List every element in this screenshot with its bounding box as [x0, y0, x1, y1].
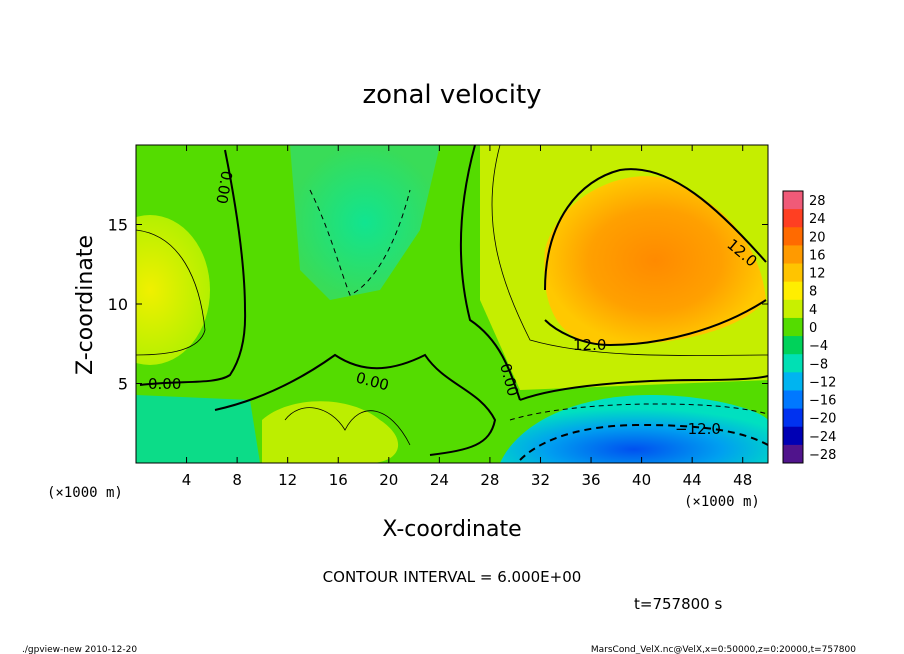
x-tick-label: 8 — [232, 471, 242, 489]
contour-zero-mid — [459, 145, 521, 401]
colorbar-label: −20 — [809, 412, 836, 427]
colorbar-swatch — [783, 209, 803, 228]
x-tick-label: 44 — [683, 471, 702, 489]
x-tick-label: 36 — [581, 471, 600, 489]
contour-label-0-left: 0.00 — [148, 375, 181, 393]
y-tick-label: 15 — [108, 216, 128, 235]
x-tick-label: 20 — [379, 471, 398, 489]
field-lower-left-cyan — [136, 395, 260, 463]
field-left-yellow — [136, 215, 210, 365]
colorbar-label: 20 — [809, 230, 826, 245]
x-axis-label: X-coordinate — [382, 517, 521, 542]
x-unit-label: (×1000 m) — [684, 494, 760, 510]
footer-left: ./gpview-new 2010-12-20 — [22, 645, 137, 654]
x-tick-label: 48 — [733, 471, 752, 489]
colorbar-label: 4 — [809, 303, 817, 318]
x-tick-label: 24 — [430, 471, 449, 489]
field-orange-core — [544, 176, 766, 345]
colorbar-swatch — [783, 191, 803, 210]
plot-area — [136, 145, 768, 463]
colorbar-swatch — [783, 426, 803, 446]
x-tick-label: 28 — [480, 471, 499, 489]
contour-zero-low — [214, 353, 497, 456]
colorbar-swatch — [783, 299, 803, 319]
colorbar-label: 24 — [809, 212, 826, 227]
contour-six-right — [491, 145, 768, 356]
y-tick-label: 10 — [108, 295, 128, 314]
colorbar-swatch — [783, 263, 803, 283]
contour-label-neg12: −12.0 — [675, 420, 721, 438]
contour-six-lower — [284, 407, 411, 446]
y-axis-label: Z-coordinate — [73, 235, 98, 375]
contour-label-12-bottom: 12.0 — [573, 336, 606, 354]
x-tick-label: 16 — [329, 471, 348, 489]
colorbar-label: 12 — [809, 267, 826, 282]
colorbar-swatch — [783, 390, 803, 410]
contour-neg-twelve — [519, 423, 768, 461]
field-center-cyan — [290, 145, 440, 300]
colorbar-label: 28 — [809, 194, 826, 209]
contour-six-left — [136, 229, 206, 356]
colorbar-swatch — [783, 408, 803, 428]
colorbar-swatch — [783, 336, 803, 355]
contour-label-0-top: 0.00 — [212, 169, 236, 205]
x-tick-label: 32 — [531, 471, 550, 489]
colorbar-label: −8 — [809, 357, 828, 372]
colorbar-label: 0 — [809, 321, 817, 336]
colorbar-label: −24 — [809, 430, 836, 445]
x-tick-label: 12 — [278, 471, 297, 489]
field-lower-right-blue — [500, 395, 768, 463]
colorbar: 28 24 20 16 12 8 4 0 −4 −8 −12 −16 −20 −24 −28 — [782, 190, 836, 464]
time-label: t=757800 s — [634, 595, 722, 613]
field-lower-yellow — [262, 401, 399, 463]
colorbar-swatch — [783, 281, 803, 301]
colorbar-label: −12 — [809, 375, 836, 390]
footer-right: MarsCond_VelX.nc@VelX,x=0:50000,z=0:2000… — [591, 645, 856, 654]
contour-interval-text: CONTOUR INTERVAL = 6.000E+00 — [323, 568, 582, 586]
y-tick-label: 5 — [118, 375, 128, 394]
x-axis: 4 8 12 16 20 24 28 32 36 40 44 48 — [182, 145, 752, 489]
contour-twelve — [544, 168, 767, 347]
colorbar-swatch — [783, 354, 803, 373]
colorbar-swatch — [783, 372, 803, 391]
x-tick-label: 4 — [182, 471, 192, 489]
colorbar-label: 16 — [809, 248, 826, 263]
contour-zero-right — [519, 375, 768, 401]
colorbar-label: −16 — [809, 394, 836, 409]
y-axis: 5 10 15 — [108, 216, 768, 394]
colorbar-label: −4 — [809, 339, 828, 354]
colorbar-swatch — [783, 444, 803, 464]
colorbar-frame — [782, 190, 804, 464]
colorbar-label: 8 — [809, 285, 817, 300]
contour-neg-six-lower — [509, 403, 768, 421]
chart-title: zonal velocity — [362, 80, 541, 110]
contour-zero-left — [139, 149, 247, 386]
colorbar-label: −28 — [809, 448, 836, 463]
contour-neg-six-upper — [309, 189, 411, 296]
colorbar-swatch — [783, 245, 803, 265]
colorbar-swatch — [783, 227, 803, 246]
colorbar-swatch — [783, 317, 803, 337]
y-unit-label: (×1000 m) — [47, 485, 123, 501]
x-tick-label: 40 — [632, 471, 651, 489]
